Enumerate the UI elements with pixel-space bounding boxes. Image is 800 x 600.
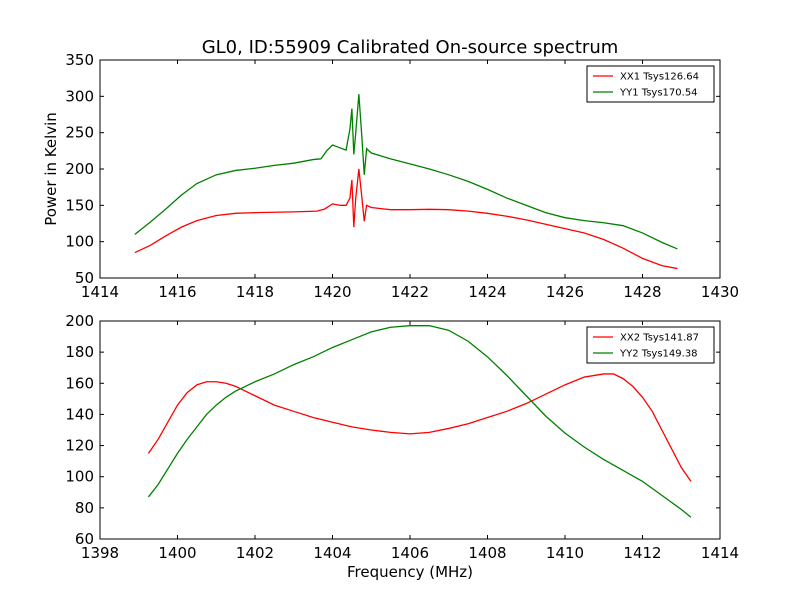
x-tick-label: 1424: [468, 283, 506, 301]
x-tick-label: 1416: [158, 283, 196, 301]
x-tick-label: 1430: [701, 283, 739, 301]
legend: XX2 Tsys141.87 YY2 Tsys149.38: [586, 326, 715, 364]
x-axis-label: Frequency (MHz): [347, 563, 473, 581]
x-tick-label: 1408: [468, 544, 506, 562]
series-line-xx: [147, 373, 692, 482]
y-tick-label: 50: [75, 269, 94, 287]
y-tick-label: 150: [65, 196, 94, 214]
top-panel: 1414 1416 1418 1420 1422 1424 1426 1428 1430 50 10…: [42, 51, 739, 301]
legend-label: XX1 Tsys126.64: [620, 72, 699, 83]
y-tick-label: 120: [65, 437, 94, 455]
x-tick-label: 1400: [158, 544, 196, 562]
x-tick-label: 1418: [236, 283, 274, 301]
y-axis-label: Power in Kelvin: [42, 112, 60, 226]
legend: XX1 Tsys126.64 YY1 Tsys170.54: [586, 65, 715, 103]
y-tick-label: 140: [65, 405, 94, 423]
y-tick-label: 350: [65, 51, 94, 69]
y-tick-label: 100: [65, 468, 94, 486]
x-tick-label: 1422: [391, 283, 429, 301]
series-line-xx: [134, 168, 678, 270]
legend-box: [586, 65, 715, 103]
bottom-panel: 1398 1400 1402 1404 1406 1408 1410 1412 1414 60 80…: [65, 312, 739, 581]
x-tick-label: 1426: [546, 283, 584, 301]
x-tick-label: 1402: [236, 544, 274, 562]
y-tick-label: 160: [65, 374, 94, 392]
y-tick-label: 180: [65, 343, 94, 361]
x-tick-label: 1414: [701, 544, 739, 562]
y-tick-label: 200: [65, 312, 94, 330]
x-tick-label: 1406: [391, 544, 429, 562]
legend-label: YY2 Tsys149.38: [619, 349, 698, 360]
series-line-yy: [147, 325, 692, 518]
y-tick-label: 80: [75, 499, 94, 517]
y-tick-label: 100: [65, 233, 94, 251]
series-line-yy: [134, 94, 678, 250]
y-tick-label: 60: [75, 530, 94, 548]
x-tick-label: 1410: [546, 544, 584, 562]
y-tick-label: 300: [65, 87, 94, 105]
x-tick-label: 1428: [623, 283, 661, 301]
x-tick-label: 1420: [313, 283, 351, 301]
x-tick-label: 1414: [81, 283, 119, 301]
y-tick-label: 250: [65, 124, 94, 142]
legend-label: XX2 Tsys141.87: [620, 333, 699, 344]
legend-box: [586, 326, 715, 364]
figure-title: GL0, ID:55909 Calibrated On-source spect…: [202, 37, 619, 58]
y-tick-label: 200: [65, 160, 94, 178]
x-tick-label: 1412: [623, 544, 661, 562]
x-tick-label: 1404: [313, 544, 351, 562]
x-tick-label: 1398: [81, 544, 119, 562]
legend-label: YY1 Tsys170.54: [619, 88, 698, 99]
